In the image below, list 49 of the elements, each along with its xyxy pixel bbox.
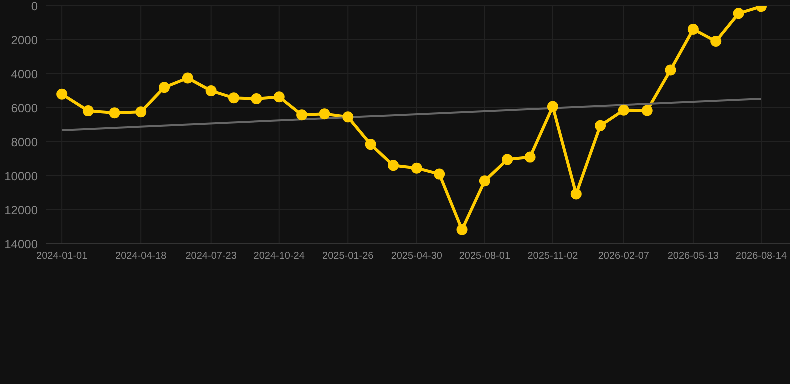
point: [136, 106, 147, 118]
y-tick-label: 6000: [11, 101, 38, 116]
point: [159, 82, 170, 94]
point: [595, 120, 606, 132]
x-tick-label: 2026-05-13: [668, 251, 720, 262]
x-tick-label: 2026-08-14: [736, 251, 788, 262]
point: [82, 106, 94, 117]
point: [56, 88, 68, 100]
y-tick-label: 2000: [11, 33, 38, 48]
point: [274, 92, 285, 103]
x-tick-label: 2024-01-01: [36, 251, 88, 262]
x-tick-label: 2025-08-01: [459, 251, 511, 262]
point: [618, 104, 630, 116]
point: [109, 108, 120, 119]
x-tick-label: 2025-04-30: [391, 251, 443, 262]
point: [296, 110, 308, 121]
point: [388, 160, 399, 172]
point: [502, 154, 514, 166]
point: [206, 86, 217, 96]
point: [642, 105, 653, 116]
point: [547, 101, 558, 112]
y-tick-label: 10000: [4, 169, 38, 184]
point: [479, 176, 490, 187]
point: [319, 108, 330, 120]
point: [710, 36, 722, 48]
x-tick-label: 2025-01-26: [322, 251, 374, 262]
point: [456, 224, 468, 236]
x-tick-label: 2025-11-02: [528, 251, 579, 262]
point: [365, 139, 376, 150]
y-tick-label: 14000: [4, 237, 38, 252]
point: [411, 162, 422, 174]
y-tick-label: 0: [31, 0, 38, 14]
y-tick-label: 8000: [11, 135, 38, 150]
point: [228, 92, 240, 104]
x-tick-label: 2026-02-07: [598, 251, 650, 262]
x-tick-label: 2024-10-24: [254, 251, 306, 262]
x-tick-label: 2024-07-23: [186, 251, 238, 262]
point: [342, 112, 354, 123]
point: [434, 168, 446, 180]
point: [665, 64, 676, 76]
x-tick-label: 2024-04-18: [116, 251, 168, 262]
point: [570, 188, 582, 200]
y-tick-label: 12000: [4, 203, 38, 218]
point: [182, 72, 194, 84]
point: [733, 8, 744, 20]
point: [688, 24, 699, 35]
point: [524, 152, 536, 163]
point: [251, 93, 262, 104]
y-tick-label: 4000: [11, 67, 38, 82]
